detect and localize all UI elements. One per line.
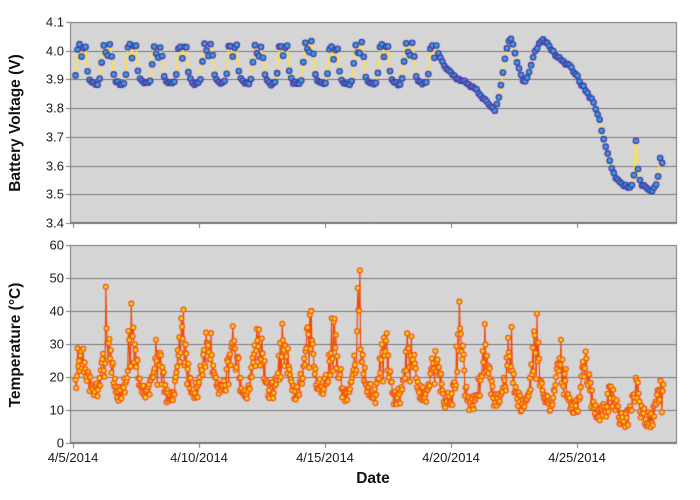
voltage-y-tick-label: 3.6: [45, 158, 64, 174]
x-axis-tick-label: 4/5/2014: [47, 450, 99, 465]
x-axis-tick-label: 4/25/2014: [548, 450, 606, 465]
voltage-y-tick-label: 3.7: [45, 129, 64, 145]
temperature-y-axis-title: Temperature (°C): [7, 282, 24, 408]
x-axis-tick-label: 4/10/2014: [170, 450, 228, 465]
voltage-y-axis-title: Battery Voltage (V): [7, 54, 24, 192]
temperature-y-tick-label: 40: [49, 303, 64, 319]
temperature-y-tick-label: 0: [56, 435, 64, 451]
temperature-y-tick-label: 30: [49, 336, 64, 352]
voltage-y-tick-label: 3.4: [45, 215, 64, 231]
voltage-y-tick-label: 3.5: [45, 186, 64, 202]
voltage-y-tick-label: 3.9: [45, 71, 64, 87]
voltage-y-tick-label: 4.1: [45, 14, 64, 30]
voltage-y-tick-label: 4.0: [45, 43, 64, 59]
x-axis-tick-label: 4/20/2014: [422, 450, 480, 465]
temperature-y-tick-label: 20: [49, 369, 64, 385]
x-axis-tick-label: 4/15/2014: [296, 450, 354, 465]
temperature-y-tick-label: 10: [49, 402, 64, 418]
temperature-y-tick-label: 50: [49, 270, 64, 286]
voltage-y-tick-label: 3.8: [45, 100, 64, 116]
x-axis-title: Date: [356, 470, 390, 487]
temperature-y-tick-label: 60: [49, 237, 64, 253]
